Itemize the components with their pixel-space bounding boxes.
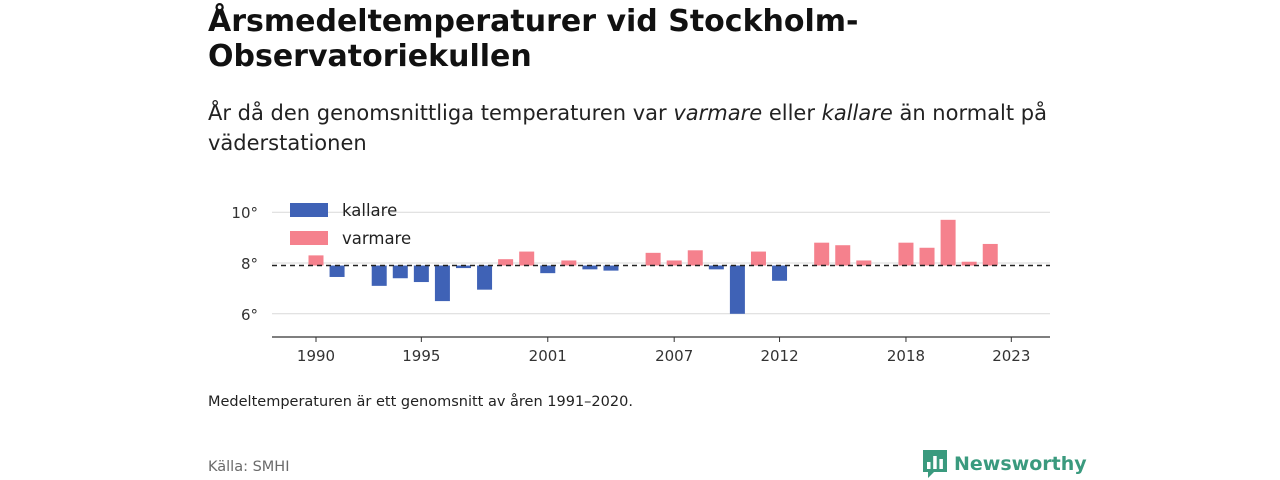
legend-label-kallare: kallare <box>342 201 397 220</box>
bar-varmare-2002 <box>561 260 577 266</box>
x-tick-label: 1990 <box>297 347 335 365</box>
bar-varmare-2006 <box>645 252 661 266</box>
bar-varmare-2014 <box>814 242 830 266</box>
subtitle-warm: varmare <box>673 101 763 125</box>
bar-kallare-2004 <box>603 265 619 271</box>
bar-chart-bubble-icon <box>923 450 947 478</box>
subtitle-cold: kallare <box>821 101 893 125</box>
bar-varmare-2008 <box>687 250 703 266</box>
x-tick-label: 2007 <box>655 347 693 365</box>
chart-card: Årsmedeltemperaturer vid Stockholm-Obser… <box>208 0 1087 480</box>
bar-kallare-2003 <box>582 265 598 270</box>
x-tick-label: 2023 <box>992 347 1030 365</box>
legend-swatch-varmare <box>290 231 328 245</box>
subtitle-part2: eller <box>762 101 822 125</box>
bar-varmare-2011 <box>750 251 766 266</box>
y-tick-label: 10° <box>231 204 258 222</box>
chart-note: Medeltemperaturen är ett genomsnitt av å… <box>208 394 633 410</box>
y-tick-label: 6° <box>241 306 258 324</box>
bar-kallare-1991 <box>329 265 345 277</box>
bar-kallare-2010 <box>729 265 745 314</box>
x-tick-label: 2018 <box>887 347 925 365</box>
newsworthy-logo[interactable]: Newsworthy <box>922 448 1087 480</box>
bar-kallare-2001 <box>540 265 556 274</box>
subtitle-part3: än normalt på väderstationen <box>208 101 1047 155</box>
bar-varmare-2021 <box>961 261 977 266</box>
bar-varmare-2007 <box>666 260 682 266</box>
x-tick-label: 2001 <box>529 347 567 365</box>
bar-varmare-1999 <box>498 259 514 266</box>
page-title: Årsmedeltemperaturer vid Stockholm-Obser… <box>208 4 859 74</box>
temperature-bar-chart: 6° 8° 10° 1990 1995 2001 2007 2012 2018 2023 kalla… <box>231 201 1050 365</box>
bar-kallare-1997 <box>455 265 471 269</box>
bar-kallare-1998 <box>477 265 493 290</box>
legend-label-varmare: varmare <box>342 229 411 248</box>
bar-varmare-2022 <box>982 243 998 266</box>
brand-name: Newsworthy <box>954 453 1087 475</box>
bar-varmare-2016 <box>856 260 872 266</box>
x-tick-label: 2012 <box>760 347 798 365</box>
bar-kallare-1995 <box>413 265 429 283</box>
bar-varmare-2019 <box>919 247 935 266</box>
bar-varmare-2018 <box>898 242 914 266</box>
bar-kallare-1996 <box>434 265 450 302</box>
bar-kallare-2009 <box>708 265 724 270</box>
bar-kallare-1994 <box>392 265 408 279</box>
bar-kallare-2012 <box>772 265 788 281</box>
subtitle-part1: År då den genomsnittliga temperaturen va… <box>208 101 674 125</box>
y-tick-label: 8° <box>241 255 258 273</box>
source-label: Källa: SMHI <box>208 459 290 475</box>
legend-swatch-kallare <box>290 203 328 217</box>
bar-kallare-1993 <box>371 265 387 286</box>
bar-varmare-2015 <box>835 245 851 266</box>
bar-varmare-2000 <box>519 251 535 266</box>
x-tick-label: 1995 <box>402 347 440 365</box>
chart-subtitle: År då den genomsnittliga temperaturen va… <box>208 98 1068 158</box>
bar-varmare-2020 <box>940 219 956 266</box>
bar-varmare-1990 <box>308 255 324 266</box>
